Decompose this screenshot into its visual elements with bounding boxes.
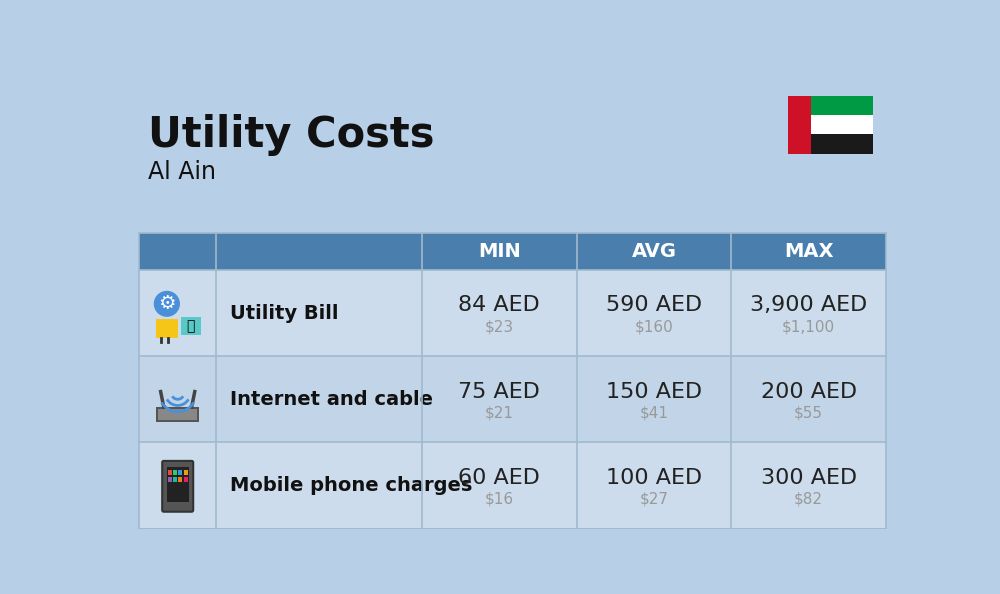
Bar — [184, 477, 188, 482]
Bar — [788, 96, 873, 115]
Text: ⚙: ⚙ — [158, 294, 176, 313]
Text: $16: $16 — [485, 492, 514, 507]
Bar — [167, 467, 189, 503]
Bar — [178, 477, 182, 482]
Text: 🚰: 🚰 — [187, 319, 195, 333]
FancyBboxPatch shape — [162, 461, 193, 511]
Bar — [788, 134, 873, 154]
Text: $82: $82 — [794, 492, 823, 507]
Text: $21: $21 — [485, 406, 514, 421]
Bar — [173, 470, 177, 475]
Text: Utility Bill: Utility Bill — [230, 304, 339, 323]
Bar — [139, 233, 886, 270]
Text: 200 AED: 200 AED — [761, 381, 857, 402]
Text: 3,900 AED: 3,900 AED — [750, 295, 867, 315]
Bar — [173, 477, 177, 482]
Bar — [156, 319, 178, 338]
Text: AVG: AVG — [631, 242, 676, 261]
Text: 60 AED: 60 AED — [458, 468, 540, 488]
Text: 150 AED: 150 AED — [606, 381, 702, 402]
Text: MIN: MIN — [478, 242, 521, 261]
Bar — [788, 115, 873, 134]
Bar — [178, 470, 182, 475]
Bar — [168, 470, 172, 475]
Text: Mobile phone charges: Mobile phone charges — [230, 476, 473, 495]
Bar — [788, 96, 811, 154]
Text: Utility Costs: Utility Costs — [148, 113, 435, 156]
Bar — [139, 443, 886, 529]
Text: 590 AED: 590 AED — [606, 295, 702, 315]
Text: 300 AED: 300 AED — [761, 468, 857, 488]
Text: 100 AED: 100 AED — [606, 468, 702, 488]
Bar — [181, 317, 201, 336]
Text: Internet and cable: Internet and cable — [230, 390, 433, 409]
Text: MAX: MAX — [784, 242, 833, 261]
Bar — [156, 407, 199, 422]
Bar — [139, 356, 886, 443]
Text: 84 AED: 84 AED — [458, 295, 540, 315]
Text: $160: $160 — [635, 320, 673, 334]
Text: $55: $55 — [794, 406, 823, 421]
Text: $41: $41 — [639, 406, 668, 421]
Text: $1,100: $1,100 — [782, 320, 835, 334]
Text: $23: $23 — [485, 320, 514, 334]
Circle shape — [154, 292, 179, 316]
Bar — [168, 477, 172, 482]
Text: 75 AED: 75 AED — [458, 381, 540, 402]
Bar — [184, 470, 188, 475]
Bar — [139, 270, 886, 356]
Bar — [158, 409, 197, 420]
Text: $27: $27 — [639, 492, 668, 507]
Text: Al Ain: Al Ain — [148, 160, 216, 184]
